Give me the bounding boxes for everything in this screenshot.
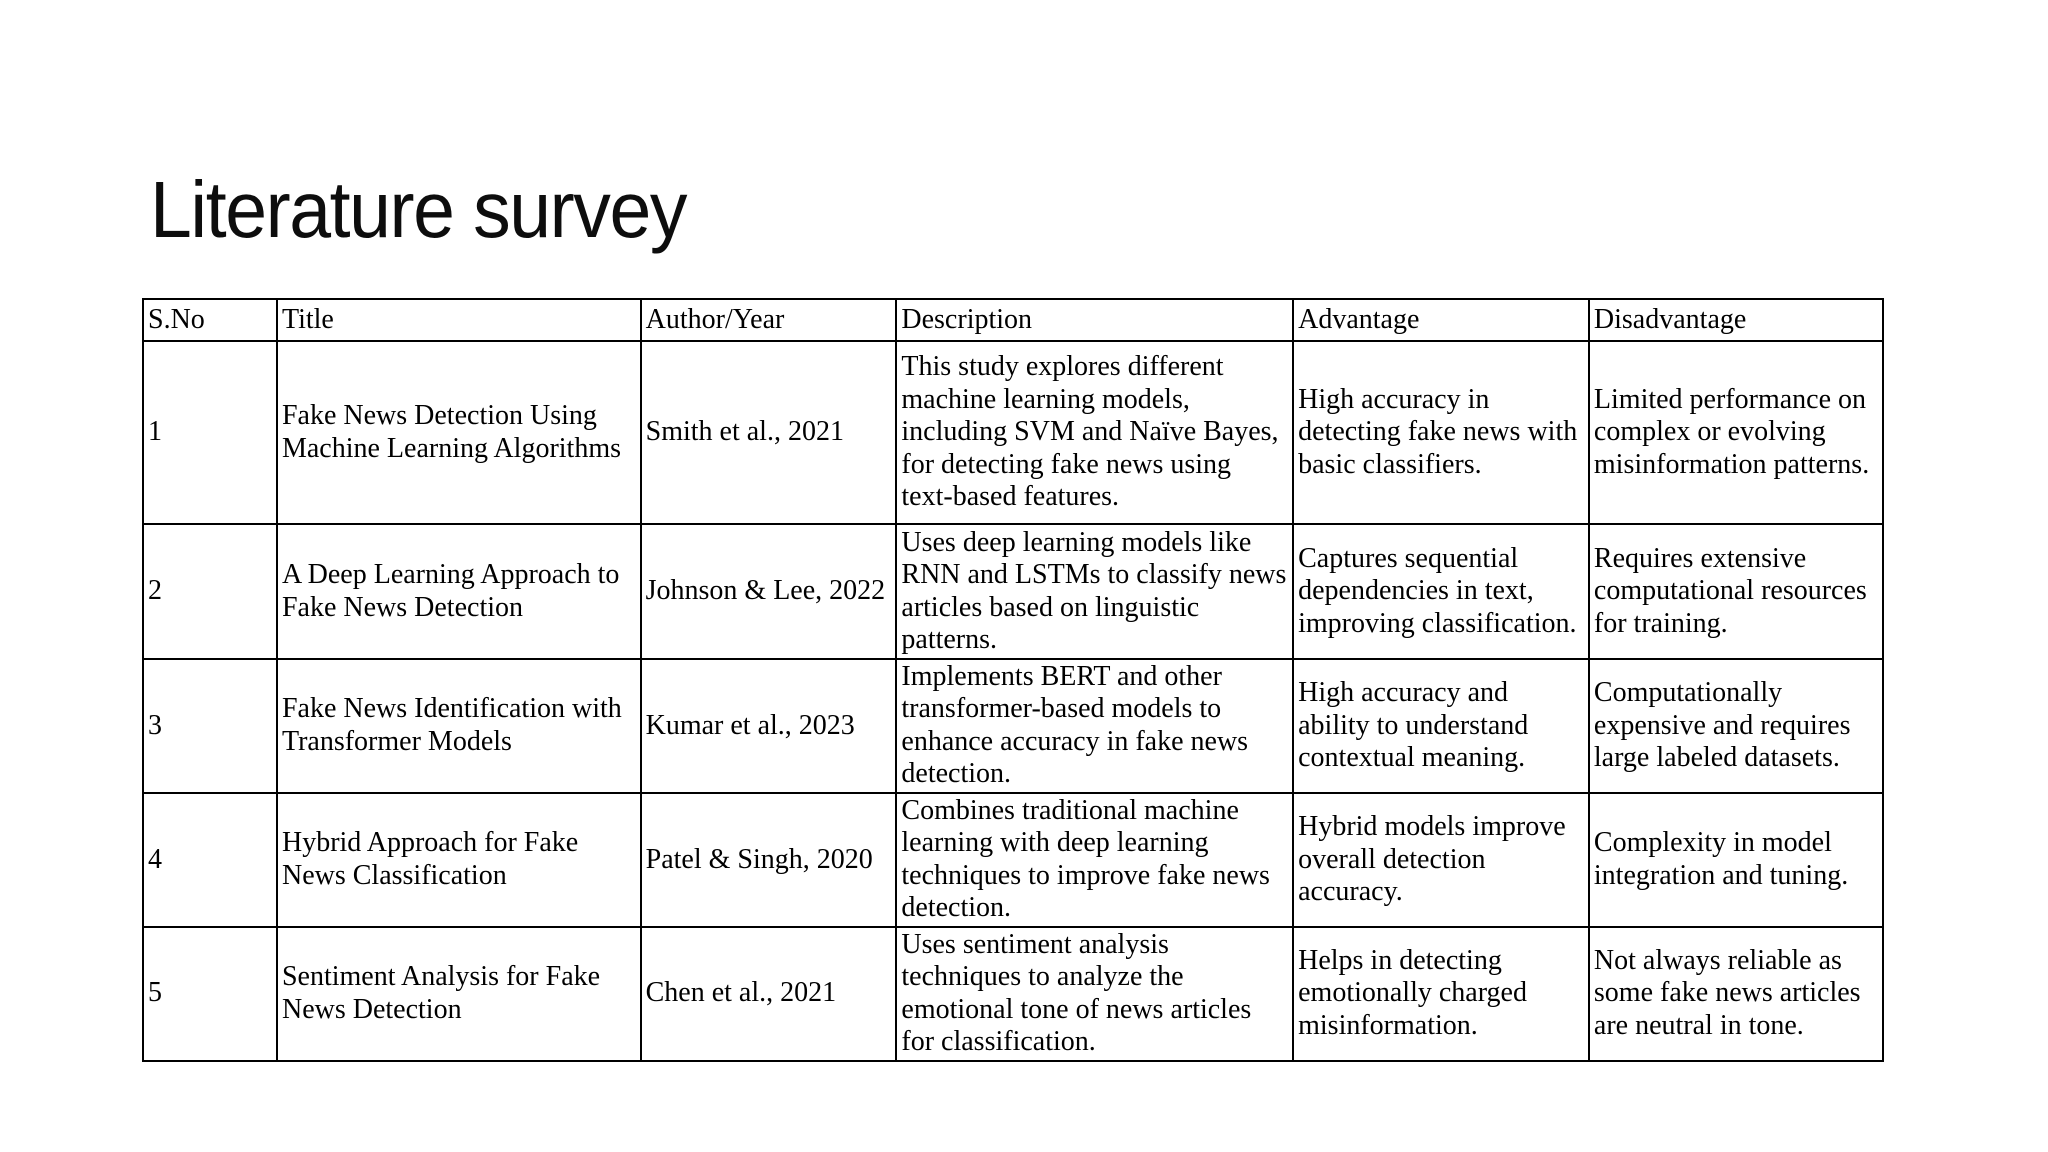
cell-disadvantage: Complexity in model integration and tuni… bbox=[1588, 792, 1883, 927]
cell-description: Uses sentiment analysis techniques to an… bbox=[896, 926, 1294, 1061]
cell-disadvantage: Limited performance on complex or evolvi… bbox=[1588, 341, 1883, 524]
header-cell-disadvantage: Disadvantage bbox=[1588, 299, 1883, 341]
cell-author-year: Kumar et al., 2023 bbox=[640, 659, 897, 793]
cell-title: Hybrid Approach for Fake News Classifica… bbox=[276, 792, 641, 927]
literature-survey-table: S.No Title Author/Year Description Advan… bbox=[142, 298, 1884, 1062]
cell-description: Uses deep learning models like RNN and L… bbox=[896, 524, 1294, 659]
cell-sno: 5 bbox=[143, 926, 277, 1061]
table-row: 5 Sentiment Analysis for Fake News Detect… bbox=[143, 926, 1883, 1061]
cell-title: Fake News Detection Using Machine Learni… bbox=[276, 341, 641, 524]
cell-author-year: Patel & Singh, 2020 bbox=[640, 792, 897, 927]
cell-advantage: Hybrid models improve overall detection … bbox=[1293, 792, 1589, 927]
cell-author-year: Smith et al., 2021 bbox=[640, 341, 897, 524]
cell-sno: 3 bbox=[143, 659, 277, 793]
cell-description: This study explores different machine le… bbox=[896, 341, 1294, 524]
cell-advantage: Captures sequential dependencies in text… bbox=[1293, 524, 1589, 659]
cell-description: Implements BERT and other transformer-ba… bbox=[896, 659, 1294, 793]
cell-disadvantage: Computationally expensive and requires l… bbox=[1588, 659, 1883, 793]
cell-disadvantage: Not always reliable as some fake news ar… bbox=[1588, 926, 1883, 1061]
page-title: Literature survey bbox=[150, 164, 688, 254]
cell-author-year: Johnson & Lee, 2022 bbox=[640, 524, 897, 659]
header-cell-author-year: Author/Year bbox=[640, 299, 897, 341]
table-row: 1 Fake News Detection Using Machine Learn… bbox=[143, 341, 1883, 524]
header-cell-description: Description bbox=[896, 299, 1294, 341]
cell-advantage: High accuracy and ability to understand … bbox=[1293, 659, 1589, 793]
cell-title: Fake News Identification with Transforme… bbox=[276, 659, 641, 793]
cell-sno: 1 bbox=[143, 341, 277, 524]
header-cell-title: Title bbox=[276, 299, 641, 341]
table-row: 4 Hybrid Approach for Fake News Classific… bbox=[143, 792, 1883, 927]
header-row: S.No Title Author/Year Description Advan… bbox=[143, 299, 1883, 341]
cell-description: Combines traditional machine learning wi… bbox=[896, 792, 1294, 927]
cell-advantage: High accuracy in detecting fake news wit… bbox=[1293, 341, 1589, 524]
table-row: 3 Fake News Identification with Transform… bbox=[143, 659, 1883, 793]
cell-author-year: Chen et al., 2021 bbox=[640, 926, 897, 1061]
header-cell-advantage: Advantage bbox=[1293, 299, 1589, 341]
table-body: 1 Fake News Detection Using Machine Learn… bbox=[143, 341, 1883, 1061]
cell-disadvantage: Requires extensive computational resourc… bbox=[1588, 524, 1883, 659]
cell-sno: 4 bbox=[143, 792, 277, 927]
cell-title: Sentiment Analysis for Fake News Detecti… bbox=[276, 926, 641, 1061]
cell-title: A Deep Learning Approach to Fake News De… bbox=[276, 524, 641, 659]
header-cell-sno: S.No bbox=[143, 299, 277, 341]
cell-advantage: Helps in detecting emotionally charged m… bbox=[1293, 926, 1589, 1061]
cell-sno: 2 bbox=[143, 524, 277, 659]
